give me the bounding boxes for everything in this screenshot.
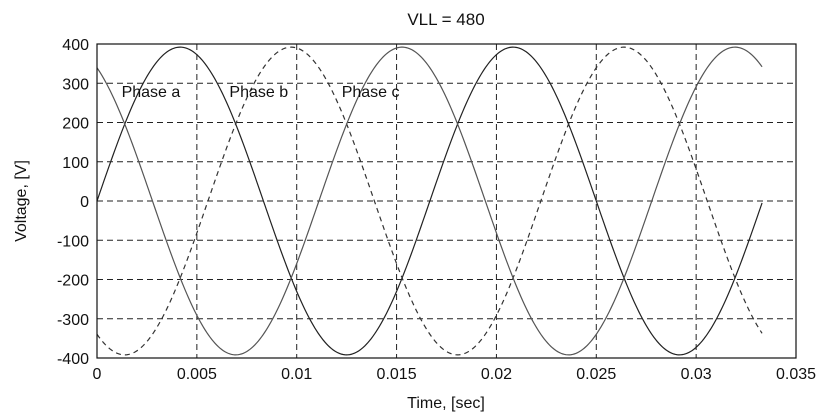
x-tick-label: 0.03	[681, 366, 712, 383]
x-tick-label: 0.02	[481, 366, 512, 383]
y-tick-label: -200	[57, 273, 89, 290]
x-tick-label: 0	[93, 366, 102, 383]
series-line-phase-c	[96, 46, 763, 356]
phase-annotations: Phase a Phase b Phase c	[122, 84, 400, 101]
series-line-phase-a	[96, 46, 763, 356]
series-annotation: Phase a	[122, 84, 181, 101]
x-tick-labels: 0 0.005 0.01 0.015 0.02 0.025 0.03 0.035	[93, 366, 817, 383]
y-tick-labels: -400 -300 -200 -100 0 100 200 300 400	[57, 37, 89, 368]
y-tick-label: 0	[80, 194, 89, 211]
x-tick-label: 0.005	[177, 366, 217, 383]
y-tick-label: 300	[62, 76, 89, 93]
series-annotation: Phase c	[342, 84, 400, 101]
y-tick-label: -300	[57, 312, 89, 329]
y-tick-label: 100	[62, 155, 89, 172]
y-tick-label: 400	[62, 37, 89, 54]
series-lines	[96, 46, 763, 356]
series-line-phase-b	[96, 46, 763, 356]
grid-lines	[97, 44, 796, 358]
y-tick-label: 200	[62, 116, 89, 133]
x-tick-label: 0.035	[776, 366, 816, 383]
y-axis-label: Voltage, [V]	[13, 160, 30, 242]
series-annotation: Phase b	[229, 84, 288, 101]
y-tick-label: -400	[57, 351, 89, 368]
chart-title: VLL = 480	[407, 10, 484, 29]
y-tick-label: -100	[57, 233, 89, 250]
x-tick-label: 0.015	[377, 366, 417, 383]
plot-frame	[96, 43, 797, 359]
x-tick-label: 0.025	[576, 366, 616, 383]
x-axis-label: Time, [sec]	[407, 395, 485, 412]
x-tick-label: 0.01	[281, 366, 312, 383]
